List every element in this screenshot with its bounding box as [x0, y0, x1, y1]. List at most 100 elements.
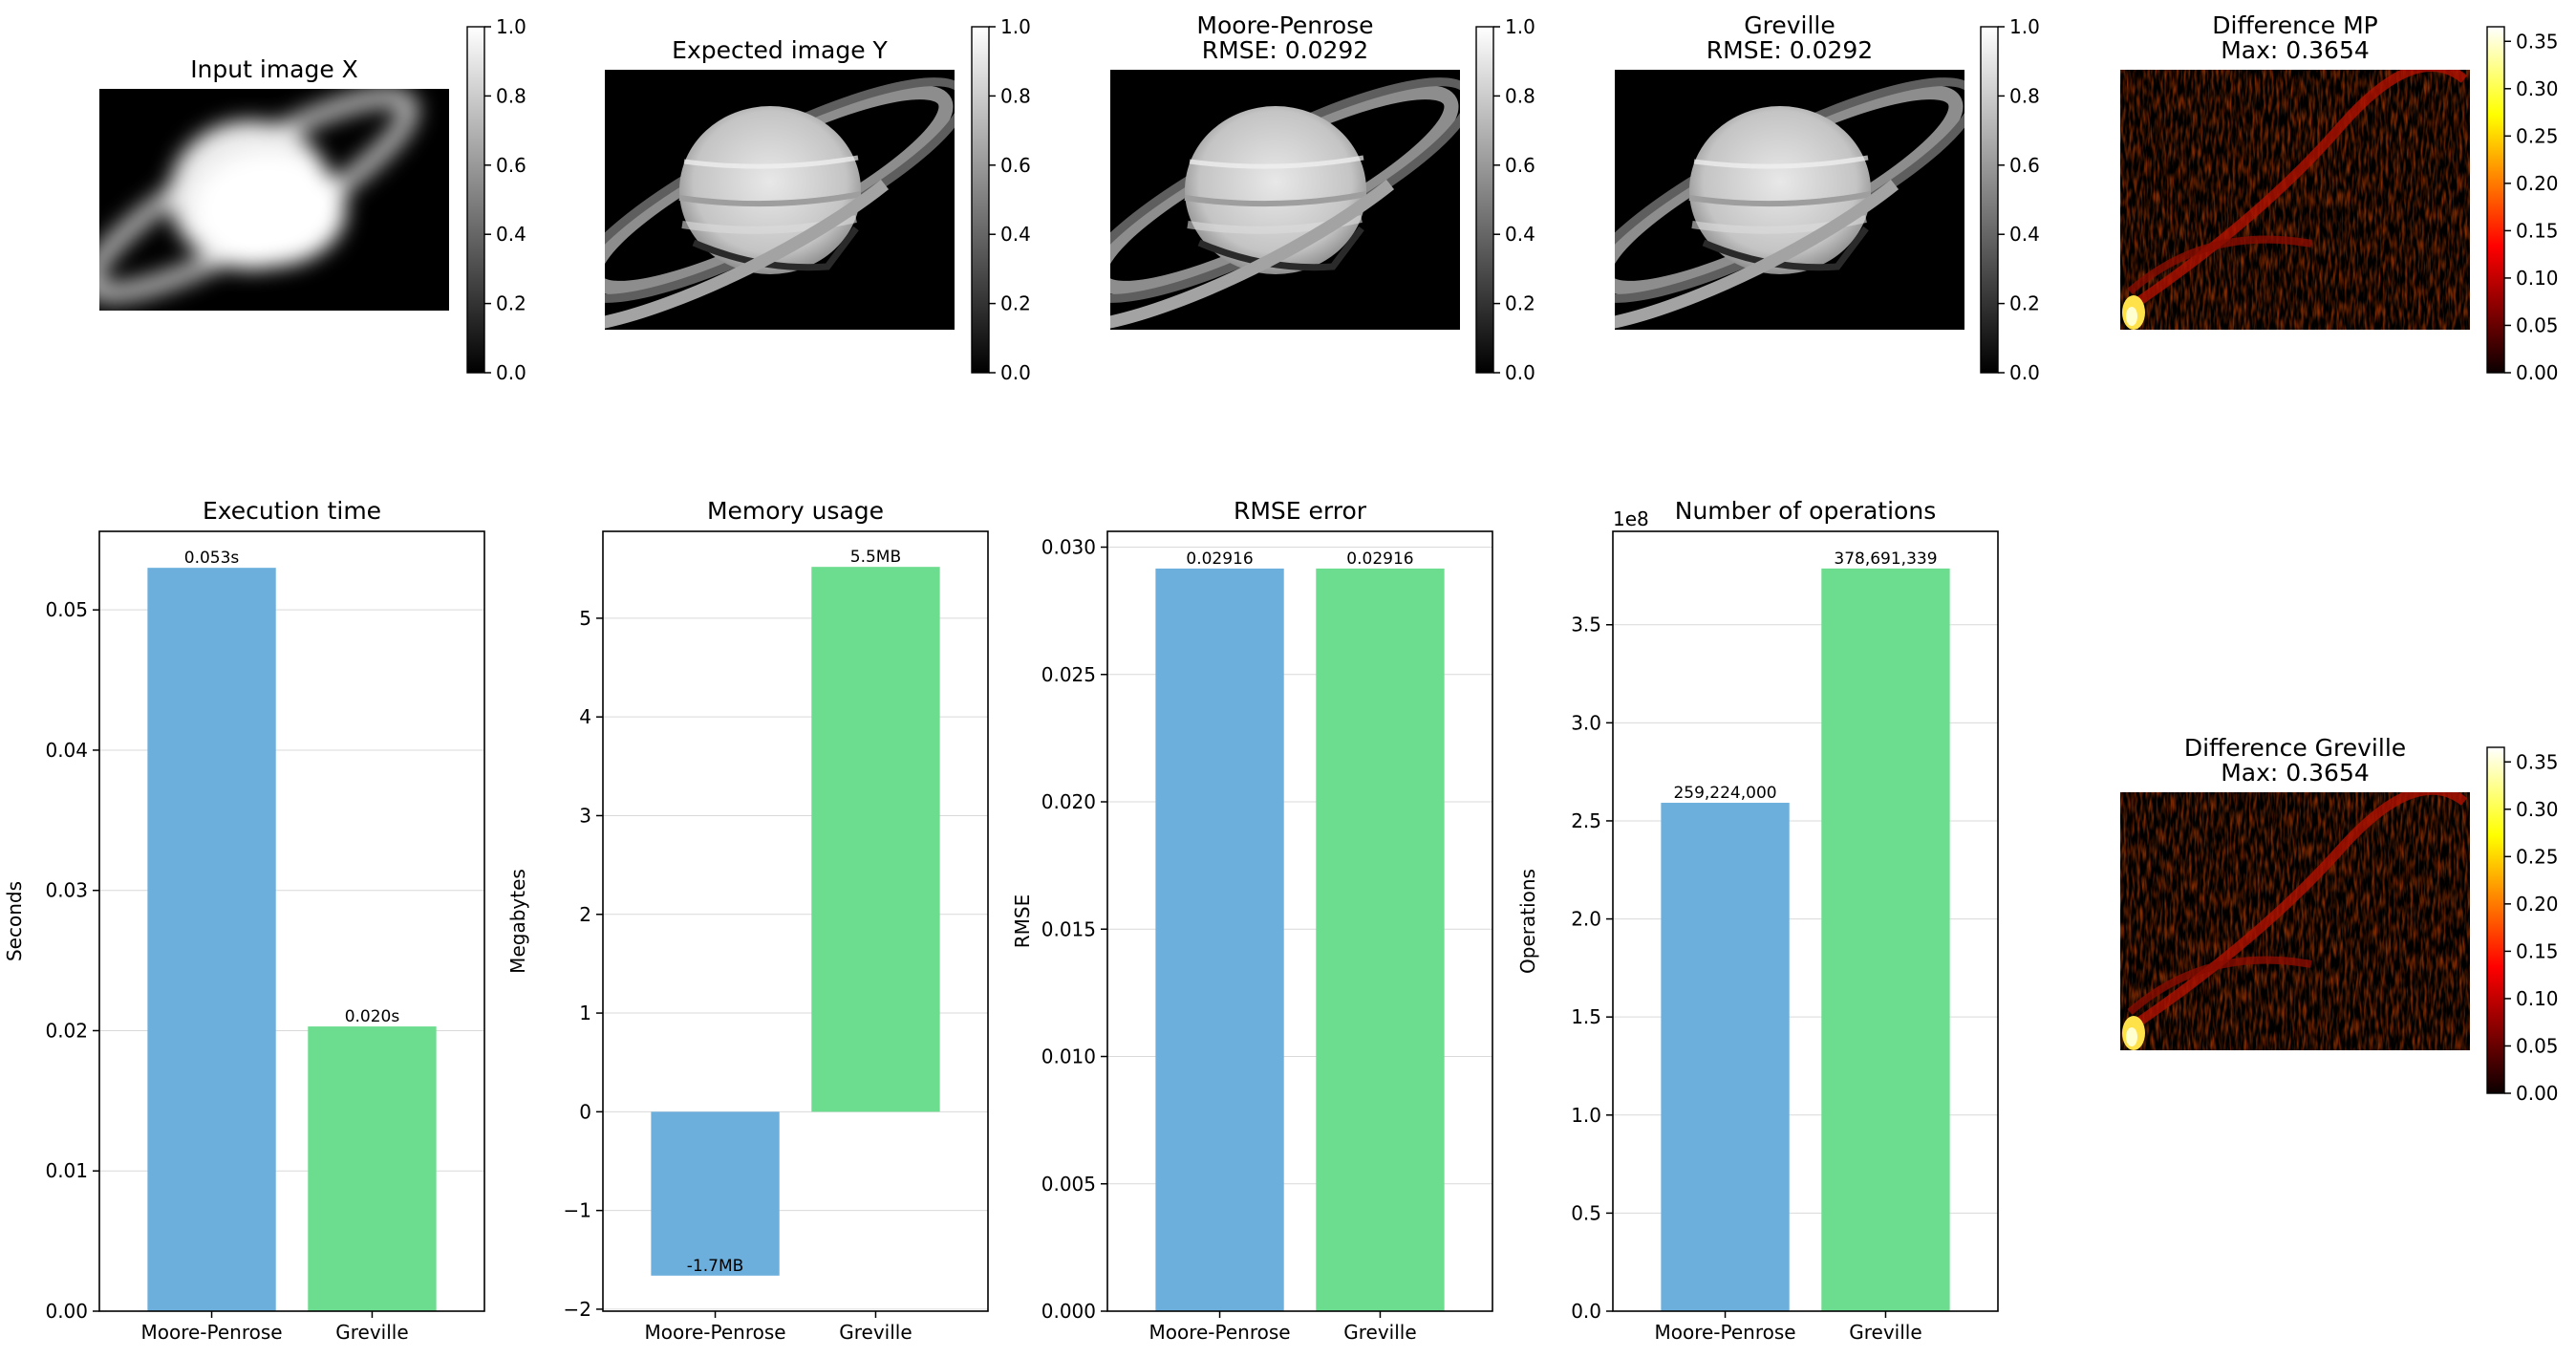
colorbar-tick-label: 0.05: [2516, 313, 2559, 336]
y-axis-label: Seconds: [3, 881, 26, 961]
colorbar-tick-label: 0.2: [1000, 292, 1031, 315]
colorbar-tick-label: 0.10: [2516, 267, 2559, 290]
panel-title: Max: 0.3654: [2221, 36, 2370, 64]
colorbar-tick-label: 0.00: [2516, 1082, 2559, 1105]
colorbar: 0.0 0.2 0.4 0.6 0.8 1.0: [971, 15, 1031, 384]
y-tick-label: −2: [564, 1298, 591, 1321]
x-tick-label: Greville: [1343, 1321, 1416, 1344]
bar-moore-penrose: [651, 1111, 780, 1276]
bar-value-label: 0.020s: [345, 1007, 400, 1026]
y-tick-label: 1.0: [1571, 1104, 1601, 1127]
bar-moore-penrose: [1661, 803, 1790, 1311]
x-tick-label: Moore-Penrose: [140, 1321, 282, 1344]
panel-title: Expected image Y: [672, 36, 888, 64]
colorbar-tick-label: 0.4: [2009, 223, 2040, 246]
colorbar-tick-label: 0.20: [2516, 172, 2559, 195]
y-tick-label: 0.5: [1571, 1201, 1601, 1224]
bar-chart-1: 0.00 0.01 0.02 0.03 0.04 0.05 0.053s Moore-Penr…: [3, 497, 485, 1344]
y-tick-label: 0.020: [1041, 790, 1096, 813]
panel-title: Greville: [1744, 11, 1835, 39]
bar-chart-3: 0.000 0.005 0.010 0.015 0.020 0.025 0.030 0.029…: [1011, 497, 1493, 1344]
y-tick-label: 0.00: [45, 1300, 88, 1323]
y-axis-label: RMSE: [1011, 895, 1034, 948]
colorbar-tick-label: 1.0: [1000, 15, 1031, 38]
colorbar-tick-label: 0.8: [2009, 84, 2040, 107]
y-tick-label: 0.000: [1041, 1300, 1096, 1323]
bar-value-label: 0.02916: [1186, 550, 1253, 569]
panel-title: Max: 0.3654: [2221, 759, 2370, 787]
image-panel-2: Expected image Y 0.0 0.2 0.4 0.6 0.8 1.0: [605, 15, 1031, 384]
y-axis-label: Megabytes: [506, 869, 529, 974]
y-tick-label: 0.04: [45, 739, 88, 762]
colorbar-tick-label: 0.8: [496, 84, 526, 107]
colorbar-tick-label: 0.6: [496, 154, 526, 177]
bar-value-label: -1.7MB: [687, 1257, 744, 1276]
y-tick-label: −1: [564, 1199, 591, 1222]
colorbar-tick-label: 1.0: [1505, 15, 1535, 38]
axis-offset-label: 1e8: [1613, 507, 1649, 530]
colorbar-tick-label: 0.25: [2516, 845, 2559, 868]
y-tick-label: 5: [579, 607, 591, 630]
bar-greville: [1821, 568, 1950, 1311]
x-tick-label: Moore-Penrose: [1148, 1321, 1290, 1344]
colorbar-tick-label: 0.4: [1000, 223, 1031, 246]
saturn-reconstruction-image: [1110, 70, 1460, 330]
y-tick-label: 0.03: [45, 879, 88, 902]
chart-title: RMSE error: [1234, 497, 1367, 525]
colorbar-tick-label: 0.0: [2009, 361, 2040, 384]
y-axis-label: Operations: [1516, 869, 1539, 974]
axes-frame: [1106, 530, 1493, 1312]
chart-title: Execution time: [203, 497, 381, 525]
x-tick-label: Moore-Penrose: [644, 1321, 785, 1344]
colorbar-tick-label: 0.30: [2516, 798, 2559, 821]
colorbar-tick-label: 0.05: [2516, 1034, 2559, 1057]
difference-heatmap-image: [2120, 792, 2470, 1050]
saturn-blurred-image: [99, 89, 449, 311]
colorbar-tick-label: 0.0: [1000, 361, 1031, 384]
colorbar-tick-label: 0.8: [1000, 84, 1031, 107]
colorbar-tick-label: 1.0: [496, 15, 526, 38]
colorbar-tick-label: 0.35: [2516, 30, 2559, 53]
colorbar-tick-label: 1.0: [2009, 15, 2040, 38]
y-tick-label: 2.5: [1571, 809, 1601, 832]
colorbar-tick-label: 0.15: [2516, 939, 2559, 962]
colorbar-tick-label: 0.2: [496, 292, 526, 315]
colorbar-tick-label: 0.35: [2516, 750, 2559, 773]
colorbar-tick-label: 0.20: [2516, 893, 2559, 916]
colorbar-tick-label: 0.25: [2516, 124, 2559, 147]
bar-greville: [811, 567, 940, 1112]
bar-greville: [1316, 568, 1445, 1311]
y-tick-label: 0: [579, 1100, 591, 1123]
bar-value-label: 0.02916: [1346, 550, 1413, 569]
y-tick-label: 0.02: [45, 1019, 88, 1042]
y-tick-label: 3.0: [1571, 711, 1601, 734]
difference-heatmap-image: [2120, 70, 2470, 330]
y-tick-label: 3: [579, 804, 591, 827]
colorbar-tick-label: 0.0: [1505, 361, 1535, 384]
y-tick-label: 0.010: [1041, 1045, 1096, 1068]
colorbar-tick-label: 0.8: [1505, 84, 1535, 107]
chart-title: Memory usage: [707, 497, 884, 525]
colorbar-tick-label: 0.30: [2516, 77, 2559, 100]
bar-greville: [308, 1026, 437, 1311]
y-tick-label: 0.030: [1041, 536, 1096, 559]
y-tick-label: 0.015: [1041, 917, 1096, 940]
colorbar-tick-label: 0.0: [496, 361, 526, 384]
colorbar-tick-label: 0.4: [496, 223, 526, 246]
y-tick-label: 0.05: [45, 598, 88, 621]
colorbar: 0.0 0.2 0.4 0.6 0.8 1.0: [1980, 15, 2040, 384]
colorbar-tick-label: 0.2: [1505, 292, 1535, 315]
axes-frame: [1612, 530, 1999, 1312]
panel-title: Input image X: [190, 55, 358, 83]
x-tick-label: Greville: [335, 1321, 408, 1344]
panel-title: Moore-Penrose: [1196, 11, 1373, 39]
bar-value-label: 378,691,339: [1834, 550, 1937, 569]
y-tick-label: 0.01: [45, 1159, 88, 1182]
colorbar-tick-label: 0.6: [2009, 154, 2040, 177]
bar-value-label: 5.5MB: [850, 548, 901, 567]
panel-title: RMSE: 0.0292: [1707, 36, 1873, 64]
colorbar-tick-label: 0.00: [2516, 361, 2559, 384]
colorbar: 0.00 0.05 0.10 0.15 0.20 0.25 0.30 0.35: [2486, 26, 2559, 384]
